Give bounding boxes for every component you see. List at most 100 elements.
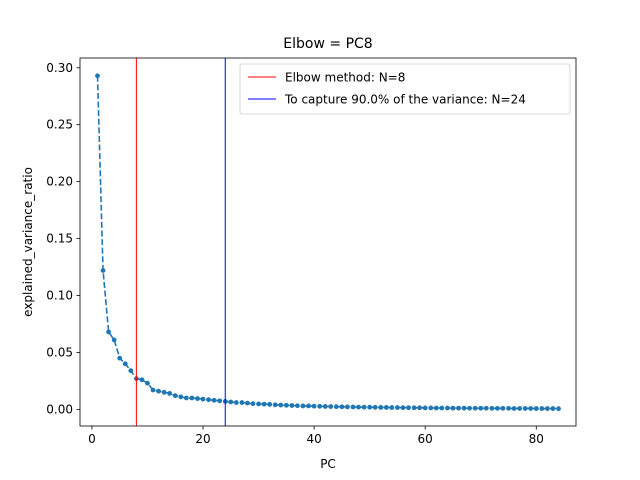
y-tick-label: 0.15 [46, 232, 73, 246]
data-point [445, 405, 450, 411]
data-point [295, 403, 300, 409]
data-point [333, 404, 339, 410]
data-point [167, 391, 173, 396]
data-point [267, 401, 273, 407]
data-point [350, 404, 356, 410]
data-point [150, 387, 156, 393]
data-point [517, 406, 523, 411]
data-point [400, 405, 406, 411]
data-point [122, 361, 128, 367]
y-tick-label: 0.10 [46, 289, 73, 303]
data-point [156, 388, 161, 394]
y-axis: 0.00 0.05 0.10 0.15 0.20 0.25 0.30 [46, 61, 80, 416]
legend-entry: To capture 90.0% of the variance: N=24 [284, 93, 526, 107]
data-point [511, 406, 517, 411]
y-tick-label: 0.25 [46, 118, 73, 132]
data-point [139, 377, 145, 383]
data-point [100, 268, 106, 273]
data-point [217, 398, 223, 404]
data-point [539, 406, 545, 411]
data-point [195, 396, 200, 401]
x-tick-label: 20 [195, 432, 210, 446]
data-point [111, 337, 117, 343]
x-tick-label: 40 [306, 432, 321, 446]
data-point [306, 403, 311, 409]
data-point [228, 399, 234, 405]
data-point [533, 406, 539, 411]
y-axis-label: explained_variance_ratio [21, 167, 35, 317]
data-point [178, 394, 184, 400]
data-point [500, 405, 506, 411]
data-point [239, 400, 245, 405]
legend-box [239, 63, 571, 115]
data-point [433, 405, 439, 411]
data-point [378, 405, 384, 410]
data-point [145, 380, 150, 386]
data-point [322, 404, 328, 409]
data-point [256, 401, 261, 407]
data-point [161, 389, 167, 395]
data-point [300, 403, 306, 409]
series-line [96, 75, 559, 410]
data-point [289, 403, 295, 408]
data-point [428, 405, 434, 411]
data-point [461, 405, 467, 411]
data-point [450, 405, 456, 411]
plot-area [79, 57, 577, 427]
data-point [372, 404, 378, 410]
data-point [311, 403, 317, 409]
data-point [456, 405, 461, 411]
data-point [106, 329, 111, 335]
y-tick-label: 0.05 [46, 345, 73, 359]
data-point [506, 405, 511, 411]
x-axis-label: PC [320, 457, 336, 471]
data-point [550, 406, 556, 411]
data-point [522, 406, 528, 411]
legend-entry: Elbow method: N=8 [285, 71, 405, 85]
data-point [478, 405, 484, 411]
data-point [556, 406, 561, 412]
data-point [206, 397, 211, 403]
data-point [339, 404, 345, 410]
data-point [467, 405, 473, 411]
data-point [439, 405, 445, 411]
data-point [200, 396, 206, 402]
data-point [128, 368, 134, 374]
data-point [245, 400, 250, 406]
x-tick-label: 60 [418, 432, 433, 446]
data-point [211, 397, 217, 403]
data-point [283, 402, 289, 408]
data-point [528, 406, 534, 411]
data-point [117, 355, 123, 361]
data-point [406, 405, 411, 411]
data-point [495, 405, 500, 411]
data-point [183, 395, 189, 401]
data-point [261, 401, 267, 407]
x-axis: 0 20 40 60 80 [88, 426, 544, 446]
data-point [395, 405, 400, 410]
x-tick-label: 80 [529, 432, 544, 446]
data-point [472, 405, 478, 411]
y-tick-label: 0.20 [46, 175, 73, 189]
data-point [278, 402, 284, 408]
data-point [233, 400, 239, 405]
data-point [383, 405, 389, 410]
data-point [361, 404, 367, 410]
data-point [422, 405, 428, 411]
x-tick-label: 0 [88, 432, 96, 446]
data-point [367, 404, 373, 410]
data-point [356, 404, 361, 410]
data-point [545, 406, 550, 411]
legend: Elbow method: N=8 To capture 90.0% of the… [239, 63, 571, 115]
data-point [328, 404, 334, 409]
data-point [345, 404, 350, 410]
data-point [317, 403, 323, 409]
plot-frame [79, 57, 577, 427]
data-point [411, 405, 417, 411]
y-tick-label: 0.30 [46, 61, 73, 75]
data-point [417, 405, 423, 411]
data-point [189, 395, 195, 401]
data-point [272, 402, 278, 408]
data-point [250, 401, 256, 407]
